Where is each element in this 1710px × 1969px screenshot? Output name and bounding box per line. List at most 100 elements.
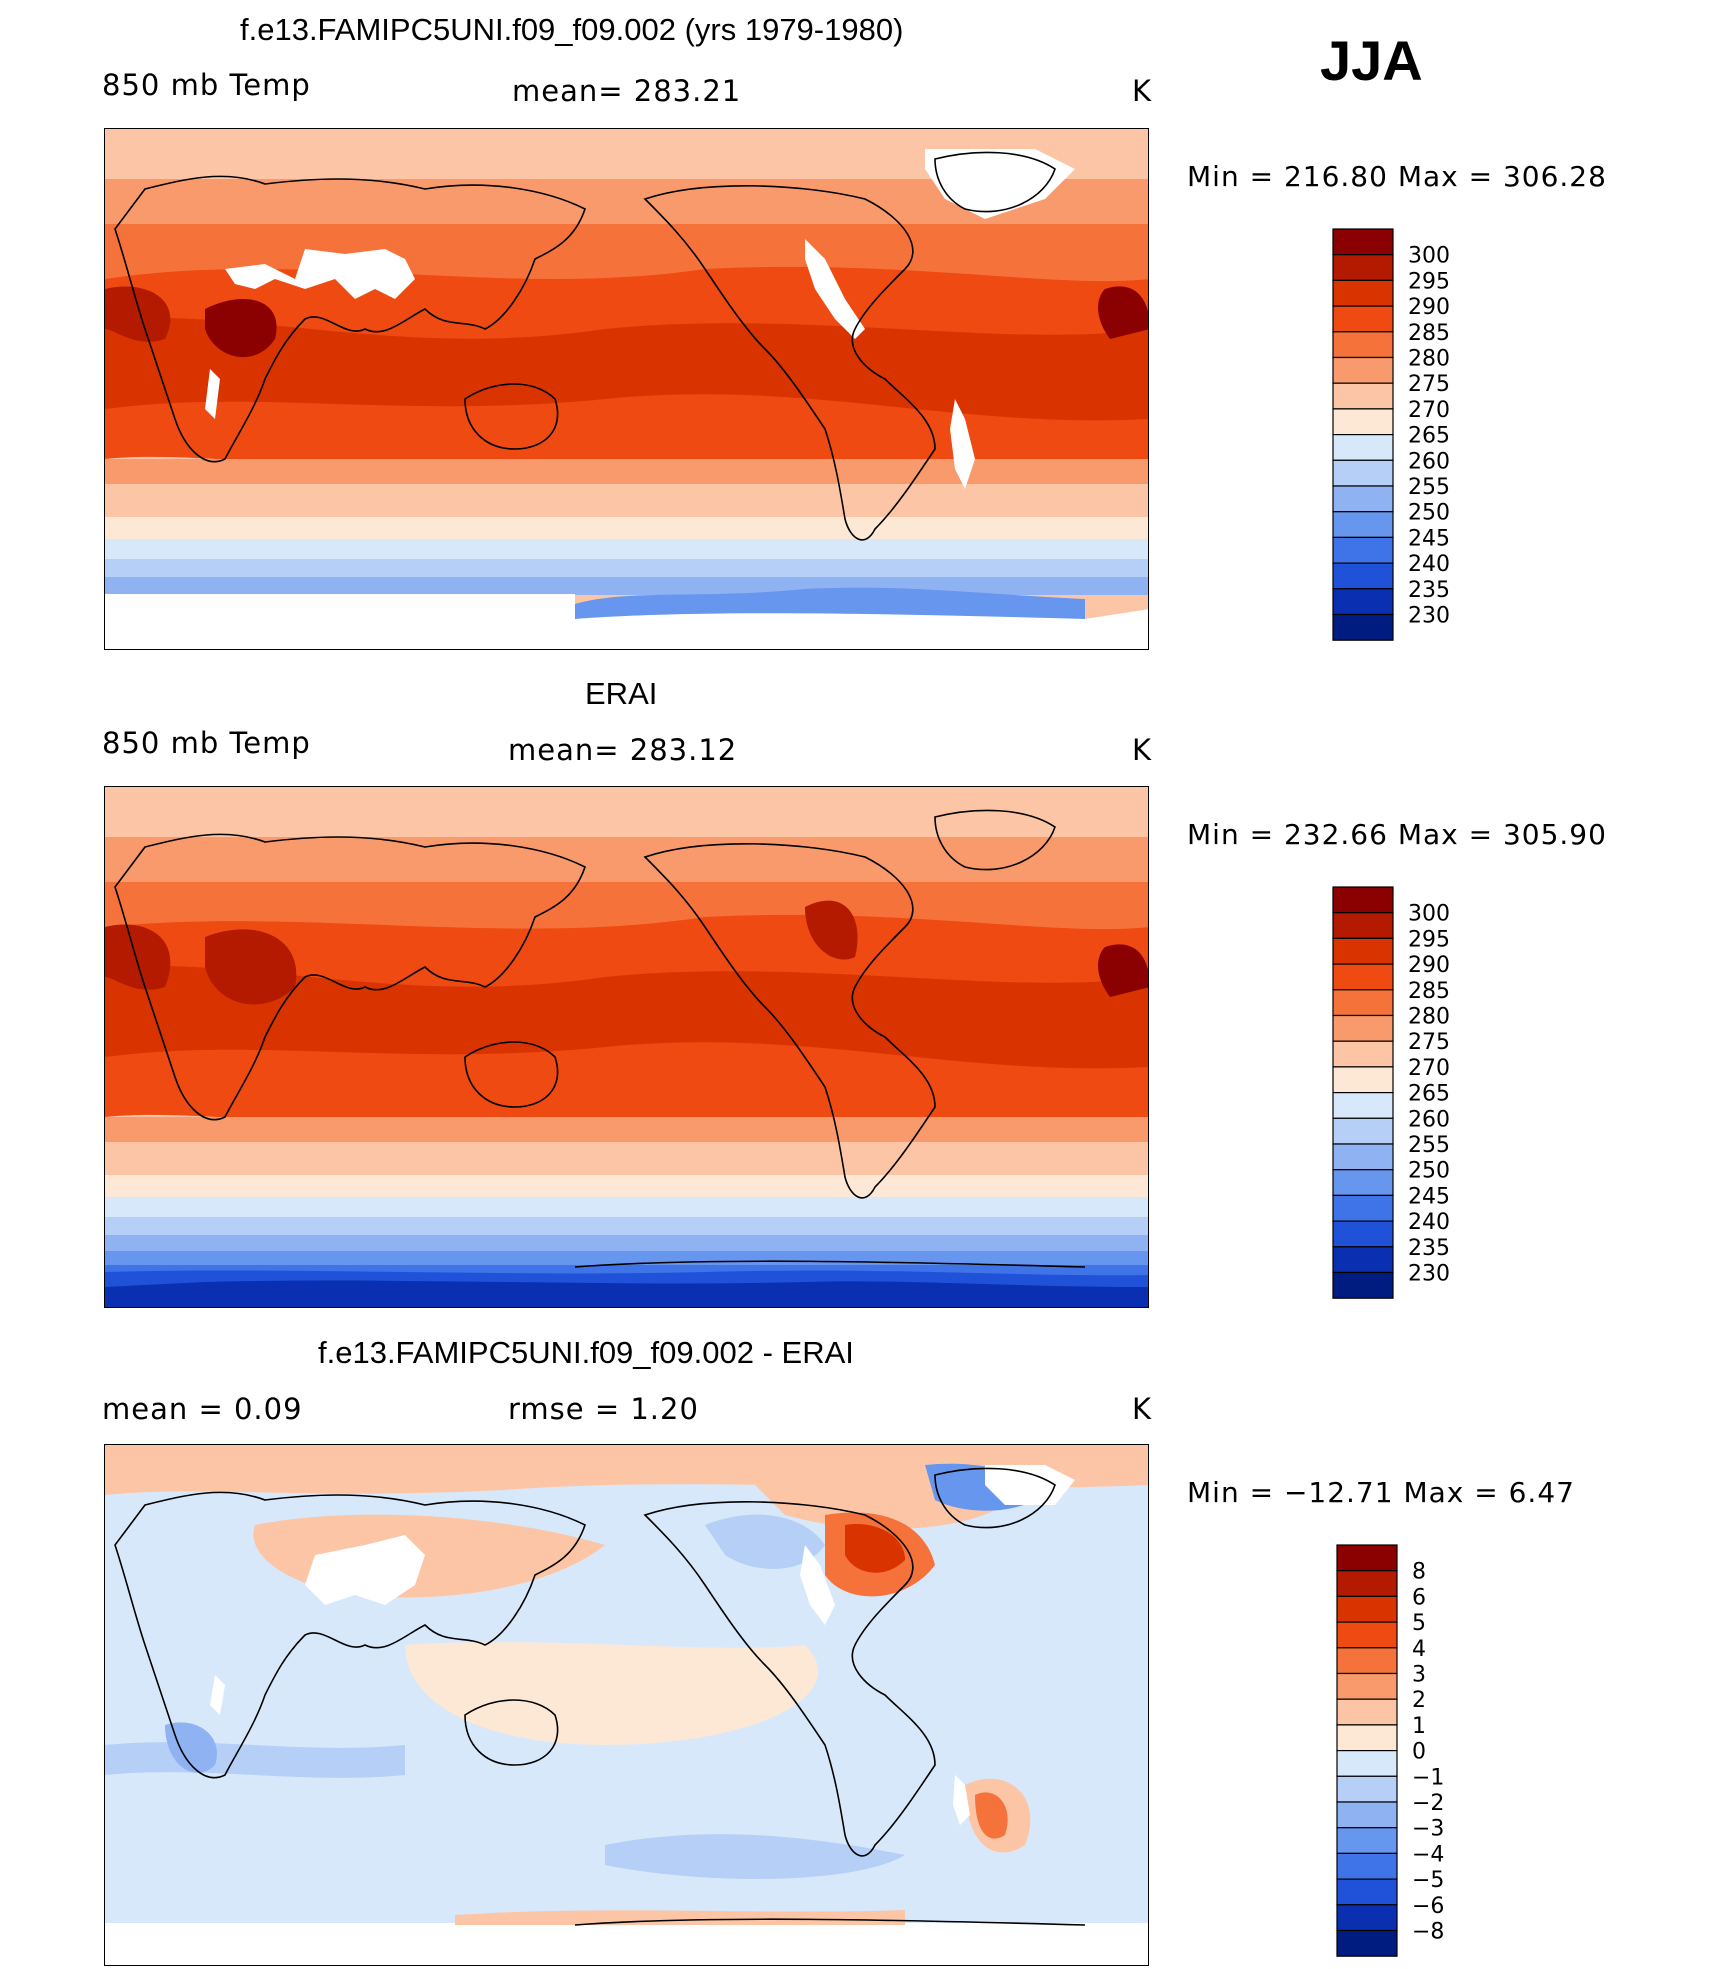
colorbar-swatch: [1332, 1194, 1394, 1222]
colorbar-swatch: [1332, 937, 1394, 965]
center-label: mean= 283.21: [512, 74, 742, 108]
colorbar-swatch: [1336, 1750, 1398, 1777]
colorbar-swatch: [1332, 1220, 1394, 1248]
colorbar-tick-label: 265: [1408, 1082, 1450, 1107]
colorbar-swatch: [1332, 382, 1394, 410]
units-label: K: [1132, 733, 1153, 767]
colorbar-swatch: [1332, 1066, 1394, 1094]
map-svg: [105, 787, 1148, 1307]
colorbar-swatch: [1332, 886, 1394, 914]
colorbar-tick-label: 8: [1412, 1560, 1426, 1585]
colorbar-swatch: [1332, 356, 1394, 384]
map-svg: [105, 129, 1148, 649]
left-label: 850 mb Temp: [102, 726, 311, 760]
map-svg: [105, 1445, 1148, 1965]
colorbar-tick-label: 295: [1408, 269, 1450, 294]
colorbar-swatch: [1332, 254, 1394, 282]
colorbar-swatch: [1336, 1929, 1398, 1957]
colorbar-tick-label: 290: [1408, 953, 1450, 978]
colorbar-swatch: [1336, 1724, 1398, 1752]
colorbar-tick-label: 275: [1408, 372, 1450, 397]
colorbar-swatch: [1332, 228, 1394, 256]
colorbar-tick-label: 290: [1408, 295, 1450, 320]
colorbar-tick-label: 285: [1408, 321, 1450, 346]
colorbar-tick-label: 235: [1408, 1236, 1450, 1261]
colorbar-swatch: [1332, 1143, 1394, 1171]
colorbar-tick-label: 5: [1412, 1611, 1426, 1636]
colorbar-swatch: [1332, 963, 1394, 991]
colorbar-swatch: [1332, 588, 1394, 616]
colorbar-tick-label: 285: [1408, 979, 1450, 1004]
colorbar-swatch: [1332, 912, 1394, 940]
colorbar-tick-label: 280: [1408, 1005, 1450, 1030]
minmax-label: Min = 232.66 Max = 305.90: [1187, 818, 1607, 851]
colorbar-tick-label: 265: [1408, 424, 1450, 449]
colorbar-tick-label: 6: [1412, 1585, 1426, 1610]
colorbar-swatch: [1336, 1827, 1398, 1855]
colorbar-tick-label: 245: [1408, 526, 1450, 551]
colorbar-tick-label: 300: [1408, 244, 1450, 269]
colorbar-swatch: [1336, 1698, 1398, 1726]
colorbar-swatch: [1336, 1672, 1398, 1700]
colorbar-swatch: [1332, 331, 1394, 359]
colorbar-swatch: [1332, 279, 1394, 307]
colorbar-swatch: [1332, 1092, 1394, 1119]
colorbar-tick-label: 250: [1408, 501, 1450, 526]
left-label: 850 mb Temp: [102, 68, 311, 102]
colorbar-tick-label: −2: [1412, 1791, 1444, 1816]
colorbar-swatch: [1336, 1801, 1398, 1829]
center-label: mean= 283.12: [508, 733, 738, 767]
colorbar-tick-label: 235: [1408, 578, 1450, 603]
panel-title: ERAI: [585, 676, 658, 711]
colorbar-tick-label: 250: [1408, 1159, 1450, 1184]
colorbar-tick-label: 245: [1408, 1184, 1450, 1209]
colorbar-model: 300 295 290 285 280 275 270 265 260 255 250 245 240 2…: [1332, 228, 1492, 649]
map-obs: [104, 786, 1149, 1308]
colorbar-tick-label: 260: [1408, 1107, 1450, 1132]
colorbar-svg: 3002952902852802752702652602552502452402…: [1332, 886, 1450, 1299]
colorbar-swatch: [1332, 408, 1394, 436]
colorbar-swatch: [1336, 1544, 1398, 1572]
colorbar-swatch: [1332, 1040, 1394, 1068]
colorbar-swatch: [1332, 1014, 1394, 1042]
colorbar-tick-label: 230: [1408, 1262, 1450, 1287]
colorbar-swatch: [1332, 1271, 1394, 1299]
map-diff: [104, 1444, 1149, 1966]
colorbar-tick-label: −5: [1412, 1868, 1444, 1893]
colorbar-tick-label: 3: [1412, 1663, 1426, 1688]
colorbar-swatch: [1336, 1595, 1398, 1623]
colorbar-tick-label: 300: [1408, 902, 1450, 927]
colorbar-swatch: [1336, 1570, 1398, 1598]
colorbar-tick-label: 260: [1408, 449, 1450, 474]
colorbar-tick-label: −3: [1412, 1817, 1444, 1842]
colorbar-tick-label: 270: [1408, 398, 1450, 423]
colorbar-swatch: [1332, 1117, 1394, 1145]
colorbar-obs: 300 295 290 285 280 275 270 265 260 255 250 245 240 2…: [1332, 886, 1492, 1307]
colorbar-tick-label: 255: [1408, 475, 1450, 500]
colorbar-swatch: [1332, 511, 1394, 539]
colorbar-swatch: [1336, 1775, 1398, 1803]
colorbar-swatch: [1336, 1621, 1398, 1649]
colorbar-svg: 3002952902852802752702652602552502452402…: [1332, 228, 1450, 641]
colorbar-tick-label: 4: [1412, 1637, 1426, 1662]
panel-title: f.e13.FAMIPC5UNI.f09_f09.002 (yrs 1979-1…: [240, 12, 904, 47]
map-model: [104, 128, 1149, 650]
season-label: JJA: [1320, 29, 1423, 92]
units-label: K: [1132, 74, 1153, 108]
colorbar-tick-label: 270: [1408, 1056, 1450, 1081]
minmax-label: Min = −12.71 Max = 6.47: [1187, 1476, 1575, 1509]
colorbar-swatch: [1332, 434, 1394, 461]
colorbar-swatch: [1332, 485, 1394, 513]
colorbar-swatch: [1332, 536, 1394, 564]
colorbar-swatch: [1336, 1647, 1398, 1675]
colorbar-tick-label: 240: [1408, 1210, 1450, 1235]
colorbar-tick-label: 2: [1412, 1688, 1426, 1713]
colorbar-swatch: [1332, 562, 1394, 590]
colorbar-tick-label: −8: [1412, 1920, 1444, 1945]
colorbar-swatch: [1332, 1169, 1394, 1197]
colorbar-swatch: [1332, 613, 1394, 641]
center-label: rmse = 1.20: [508, 1392, 699, 1426]
colorbar-tick-label: 255: [1408, 1133, 1450, 1158]
colorbar-swatch: [1332, 989, 1394, 1017]
